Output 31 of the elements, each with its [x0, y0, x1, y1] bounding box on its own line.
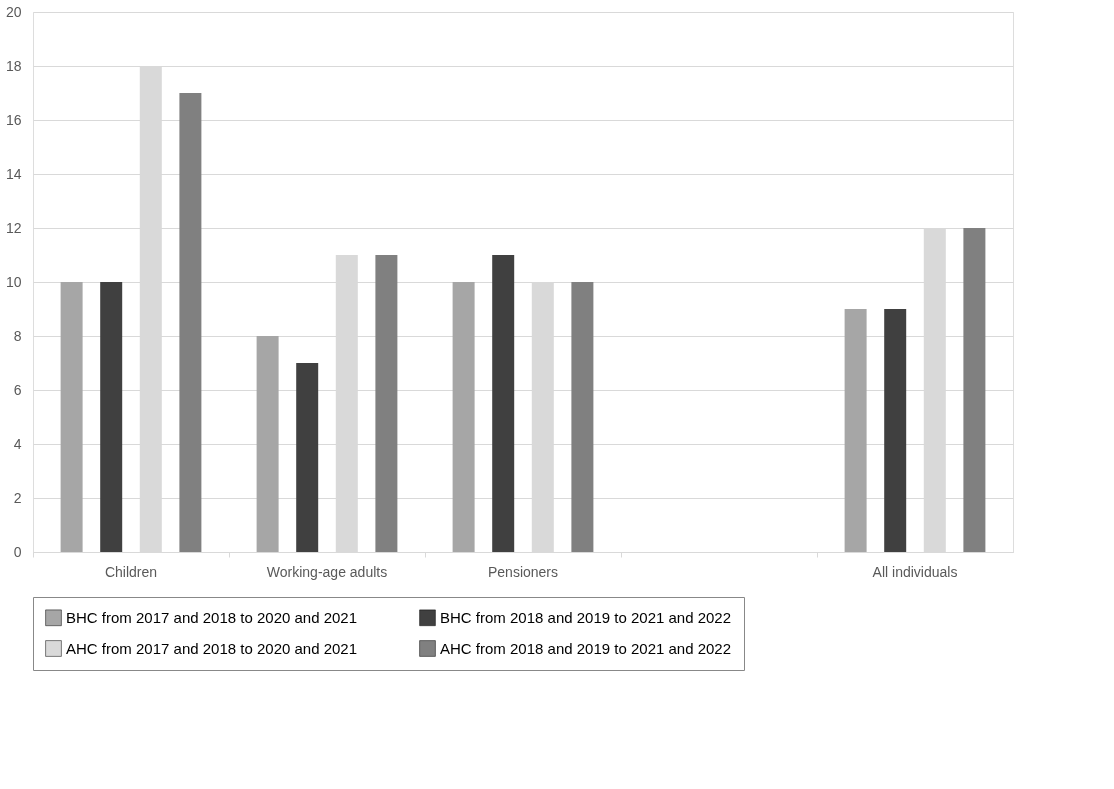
bar: [100, 282, 123, 552]
y-tick-label: 12: [5, 219, 22, 236]
y-tick-label: 10: [5, 273, 22, 290]
y-tick-label: 16: [5, 111, 22, 128]
bar: [256, 336, 279, 552]
y-tick-label: 20: [5, 3, 22, 20]
bar: [963, 228, 986, 552]
bar: [492, 255, 515, 552]
bar: [60, 282, 83, 552]
x-tick-label: All individuals: [872, 563, 958, 580]
y-tick-label: 2: [13, 489, 22, 506]
bar: [296, 363, 319, 552]
x-tick-label: Pensioners: [487, 563, 559, 580]
legend-label: AHC from 2018 and 2019 to 2021 and 2022: [440, 639, 732, 657]
y-tick-label: 8: [13, 327, 22, 344]
y-tick-label: 6: [13, 381, 22, 398]
legend-label: BHC from 2017 and 2018 to 2020 and 2021: [66, 608, 358, 626]
bar: [884, 309, 907, 552]
x-tick-label: Working-age adults: [266, 563, 388, 580]
legend-label: AHC from 2017 and 2018 to 2020 and 2021: [66, 639, 358, 657]
y-tick-label: 4: [13, 435, 22, 452]
y-tick-label: 0: [13, 543, 22, 560]
y-tick-label: 18: [5, 57, 22, 74]
bar: [844, 309, 867, 552]
bar: [375, 255, 398, 552]
bar: [452, 282, 475, 552]
y-tick-label: 14: [5, 165, 22, 182]
x-tick-label: Children: [104, 563, 158, 580]
bar: [571, 282, 594, 552]
bar: [179, 93, 202, 552]
legend-label: BHC from 2018 and 2019 to 2021 and 2022: [440, 608, 732, 626]
